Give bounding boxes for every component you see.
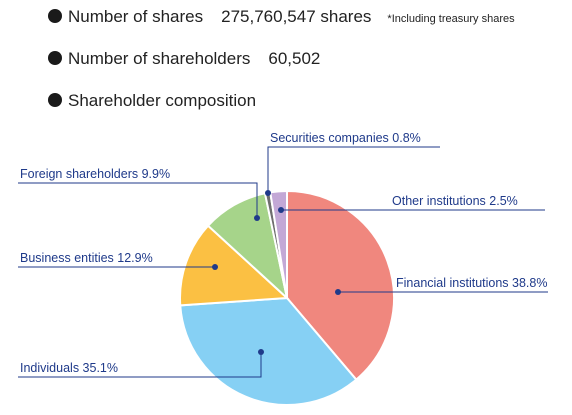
leader-dot-securities-companies: [265, 190, 271, 196]
slice-label-other-institutions: Other institutions 2.5%: [392, 194, 518, 208]
leader-dot-individuals: [258, 349, 264, 355]
pie-slice-business-entities: [179, 224, 290, 307]
composition-label: Shareholder composition: [68, 91, 257, 110]
slice-label-securities-companies: Securities companies 0.8%: [270, 131, 421, 145]
leader-dot-foreign-shareholders: [254, 215, 260, 221]
leader-line-individuals: [18, 352, 262, 378]
leader-dot-business-entities: [212, 264, 218, 270]
shares-value: 275,760,547 shares: [221, 7, 372, 26]
composition-row: Shareholder composition: [48, 91, 256, 111]
shareholders-row: Number of shareholders 60,502: [48, 49, 320, 69]
shares-label: Number of shares: [68, 7, 204, 26]
leader-dot-financial-institutions: [335, 289, 341, 295]
slice-label-individuals: Individuals 35.1%: [20, 361, 118, 375]
slice-label-business-entities: Business entities 12.9%: [20, 251, 153, 265]
shares-row: Number of shares 275,760,547 shares *Inc…: [48, 7, 515, 27]
pie-slice-financial-institutions: [286, 189, 395, 381]
bullet-icon: [48, 51, 62, 65]
shares-note: *Including treasury shares: [387, 13, 515, 25]
shareholders-label: Number of shareholders: [68, 49, 251, 68]
slice-label-financial-institutions: Financial institutions 38.8%: [396, 276, 547, 290]
bullet-icon: [48, 93, 62, 107]
leader-dot-other-institutions: [278, 207, 284, 213]
bullet-icon: [48, 9, 62, 23]
pie-slice-individuals: [179, 296, 358, 406]
leader-line-foreign-shareholders: [18, 182, 258, 218]
shareholders-value: 60,502: [268, 49, 321, 68]
leader-line-securities-companies: [267, 146, 440, 193]
slice-label-foreign-shareholders: Foreign shareholders 9.9%: [20, 167, 170, 181]
